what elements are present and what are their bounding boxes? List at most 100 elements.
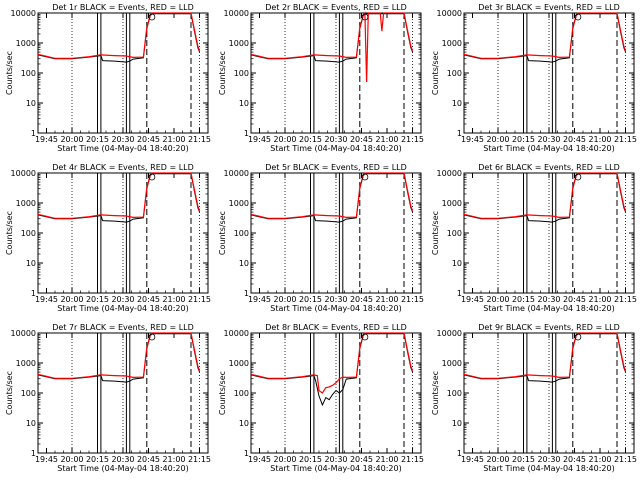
panel-title: Det 6r BLACK = Events, RED = LLD [478, 163, 620, 172]
x-tick-label: 20:00 [60, 455, 83, 464]
saturation-marker [361, 333, 369, 341]
x-tick-label: 21:15 [188, 295, 211, 304]
saturation-marker [574, 333, 582, 341]
series-events-line [463, 13, 626, 63]
saturation-marker [361, 13, 369, 21]
x-tick-label: 20:15 [299, 455, 322, 464]
y-tick-label: 100 [234, 389, 249, 398]
y-tick-label: 10000 [224, 329, 249, 338]
y-tick-label: 1 [457, 129, 462, 138]
x-tick-label: 20:30 [537, 295, 560, 304]
x-axis-label: Start Time (04-May-04 18:40:20) [483, 464, 614, 473]
x-tick-label: 20:45 [137, 295, 160, 304]
x-tick-label: 20:30 [537, 455, 560, 464]
panel-det-3: 10000 1000 100 10 119:45 20:00 20:15 20:30 20:45… [431, 3, 637, 153]
x-tick-label: 20:30 [324, 135, 347, 144]
y-tick-label: 10 [452, 99, 462, 108]
x-tick-label: 20:00 [486, 455, 509, 464]
x-tick-label: 19:45 [35, 135, 58, 144]
x-tick-label: 21:15 [614, 135, 637, 144]
panel-title: Det 8r BLACK = Events, RED = LLD [265, 323, 407, 332]
y-axis-label: Counts/sec [5, 371, 14, 415]
y-tick-label: 1000 [229, 39, 249, 48]
series-lld-line [250, 332, 414, 394]
panel-title: Det 5r BLACK = Events, RED = LLD [265, 163, 407, 172]
panel-det-9: 10000 1000 100 10 119:45 20:00 20:15 20:30 20:45… [431, 323, 637, 473]
x-tick-label: 20:15 [299, 135, 322, 144]
x-tick-label: 21:00 [162, 135, 185, 144]
y-tick-label: 1000 [16, 199, 36, 208]
y-tick-label: 10000 [437, 9, 462, 18]
y-tick-label: 10000 [11, 9, 36, 18]
x-tick-label: 20:45 [137, 135, 160, 144]
y-tick-label: 1000 [229, 199, 249, 208]
y-tick-label: 1 [31, 289, 36, 298]
saturation-marker [574, 173, 582, 181]
x-tick-label: 20:15 [512, 295, 535, 304]
y-tick-label: 100 [21, 229, 36, 238]
x-axis-label: Start Time (04-May-04 18:40:20) [57, 304, 188, 313]
panel-title: Det 7r BLACK = Events, RED = LLD [52, 323, 194, 332]
x-tick-label: 19:45 [248, 295, 271, 304]
series-lld-line [37, 12, 201, 59]
x-tick-label: 20:30 [324, 455, 347, 464]
x-tick-label: 20:00 [60, 135, 83, 144]
x-tick-label: 20:30 [111, 135, 134, 144]
saturation-marker [148, 173, 156, 181]
x-tick-label: 21:00 [588, 135, 611, 144]
x-tick-label: 20:45 [137, 455, 160, 464]
x-tick-label: 21:00 [375, 455, 398, 464]
series-lld-line [463, 172, 627, 219]
y-tick-label: 1 [31, 129, 36, 138]
x-tick-label: 21:00 [588, 455, 611, 464]
x-tick-label: 20:00 [273, 295, 296, 304]
y-tick-label: 1 [457, 449, 462, 458]
x-tick-label: 21:15 [401, 295, 424, 304]
x-tick-label: 20:45 [350, 455, 373, 464]
x-tick-label: 19:45 [461, 455, 484, 464]
y-tick-label: 10 [452, 259, 462, 268]
x-tick-label: 20:15 [512, 135, 535, 144]
y-axis-label: Counts/sec [431, 51, 440, 95]
x-axis-label: Start Time (04-May-04 18:40:20) [270, 144, 401, 153]
x-tick-label: 20:45 [563, 295, 586, 304]
panel-det-2: 10000 1000 100 10 119:45 20:00 20:15 20:30 20:45… [218, 3, 424, 153]
x-tick-label: 21:15 [614, 295, 637, 304]
x-axis-label: Start Time (04-May-04 18:40:20) [270, 304, 401, 313]
x-tick-label: 21:15 [188, 455, 211, 464]
series-lld-line [463, 332, 627, 379]
panel-title: Det 9r BLACK = Events, RED = LLD [478, 323, 620, 332]
x-axis-label: Start Time (04-May-04 18:40:20) [57, 464, 188, 473]
panel-det-4: 10000 1000 100 10 119:45 20:00 20:15 20:30 20:45… [5, 163, 211, 313]
panel-det-1: 10000 1000 100 10 119:45 20:00 20:15 20:30 20:45… [5, 3, 211, 153]
y-tick-label: 100 [447, 229, 462, 238]
y-tick-label: 1 [457, 289, 462, 298]
x-tick-label: 20:45 [350, 135, 373, 144]
y-tick-label: 10 [26, 259, 36, 268]
x-tick-label: 20:15 [512, 455, 535, 464]
y-tick-label: 10 [239, 99, 249, 108]
y-axis-label: Counts/sec [431, 371, 440, 415]
y-tick-label: 10 [239, 259, 249, 268]
y-tick-label: 1 [244, 289, 249, 298]
x-tick-label: 21:15 [614, 455, 637, 464]
y-tick-label: 100 [234, 69, 249, 78]
y-axis-label: Counts/sec [5, 211, 14, 255]
x-tick-label: 20:30 [111, 295, 134, 304]
x-tick-label: 19:45 [461, 135, 484, 144]
series-events-line [463, 333, 626, 383]
y-tick-label: 1000 [229, 359, 249, 368]
y-tick-label: 1 [244, 129, 249, 138]
y-tick-label: 10000 [11, 169, 36, 178]
y-axis-label: Counts/sec [5, 51, 14, 95]
y-tick-label: 1000 [16, 359, 36, 368]
saturation-marker [148, 333, 156, 341]
panel-det-6: 10000 1000 100 10 119:45 20:00 20:15 20:30 20:45… [431, 163, 637, 313]
x-tick-label: 20:30 [324, 295, 347, 304]
x-tick-label: 20:30 [537, 135, 560, 144]
x-tick-label: 21:00 [588, 295, 611, 304]
y-tick-label: 10 [452, 419, 462, 428]
x-tick-label: 21:00 [375, 135, 398, 144]
series-lld-line [37, 332, 201, 379]
panel-title: Det 3r BLACK = Events, RED = LLD [478, 3, 620, 12]
